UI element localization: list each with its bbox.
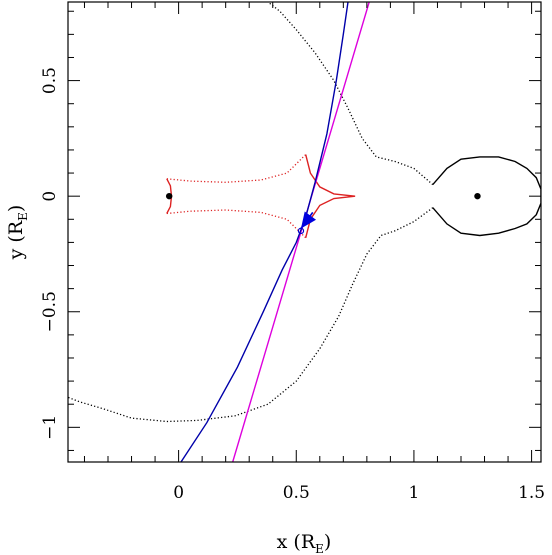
series-curve-5 [166,154,307,183]
y-tick-label: 0.5 [40,67,60,94]
series-curve-0 [432,156,541,237]
lens-point-0 [165,192,173,200]
marker-layer [165,192,481,235]
series-curve-7 [232,2,370,462]
x-axis-title: x (RE) [277,531,332,555]
series-curve-1 [267,2,434,186]
x-tick-label: 0 [173,483,184,503]
lens-point-1 [474,192,481,200]
plot-frame [67,1,542,463]
direction-arrow-head [300,211,317,229]
series-curve-6 [166,209,307,239]
series-curve-8 [180,2,349,462]
series-layer [68,2,541,462]
x-tick-label: 0.5 [283,483,310,503]
y-tick-label: 0 [40,191,60,202]
series-curve-2 [68,207,434,423]
y-tick-label: −0.5 [40,291,60,332]
tick-layer: 0 0.5 1 1.5 −1 −0.5 0 0.5 [40,2,545,503]
x-tick-label: 1 [409,483,420,503]
y-axis-title: y (RE) [5,205,30,261]
series-curve-4 [305,154,356,238]
y-tick-label: −1 [40,415,60,440]
x-tick-label: 1.5 [518,483,545,503]
